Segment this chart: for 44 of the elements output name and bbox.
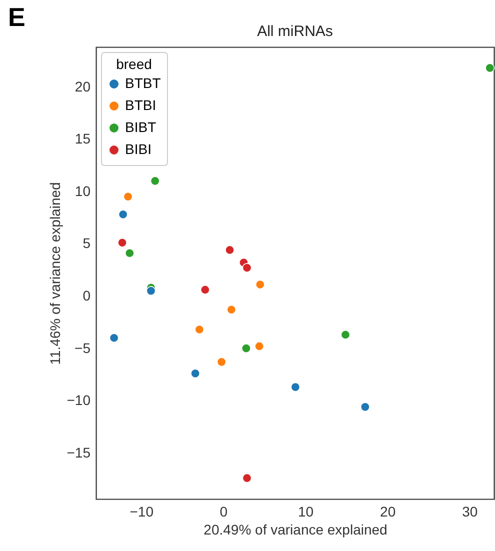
- x-tick-label: 10: [298, 504, 314, 520]
- point: [216, 357, 226, 367]
- x-tick-label: 30: [462, 504, 478, 520]
- point: [146, 286, 156, 296]
- point: [242, 263, 252, 272]
- point: [109, 333, 119, 343]
- legend-label: BIBT: [125, 119, 157, 135]
- point: [340, 330, 350, 340]
- legend-label: BIBI: [125, 141, 152, 157]
- x-tick-label: 20: [380, 504, 396, 520]
- y-tick-label: −5: [74, 340, 91, 356]
- text: E: [8, 2, 26, 33]
- legend-title: breed: [116, 56, 152, 72]
- point: [242, 473, 252, 483]
- point: [118, 210, 128, 220]
- point: [118, 238, 127, 248]
- x-tick-label: 0: [220, 504, 228, 520]
- y-tick-label: 5: [82, 235, 91, 252]
- point: [123, 192, 133, 202]
- y-tick-label: 15: [74, 130, 91, 147]
- point: [290, 382, 300, 392]
- legend-label: BTBI: [125, 97, 156, 113]
- legend-label: BTBT: [125, 75, 162, 91]
- point: [485, 63, 495, 73]
- point: [150, 176, 160, 186]
- x-axis-title: 20.49% of variance explained: [204, 522, 388, 538]
- chart-title: All miRNAs: [257, 23, 333, 40]
- point: [360, 402, 370, 412]
- point: [190, 368, 200, 378]
- y-tick-label: 10: [74, 182, 91, 199]
- y-tick-label: −15: [66, 444, 91, 460]
- point: [124, 248, 134, 258]
- point: [255, 280, 265, 290]
- x-tick-label: −10: [130, 504, 154, 520]
- point: [225, 245, 234, 255]
- point: [200, 285, 210, 294]
- y-tick-label: 20: [74, 78, 91, 94]
- point: [194, 324, 204, 334]
- point: [241, 344, 251, 354]
- y-tick-label: −10: [66, 392, 91, 408]
- y-tick-label: 0: [82, 288, 91, 304]
- point: [254, 342, 264, 351]
- point: [226, 304, 236, 314]
- y-axis-title: 11.46% of variance explained: [46, 182, 63, 365]
